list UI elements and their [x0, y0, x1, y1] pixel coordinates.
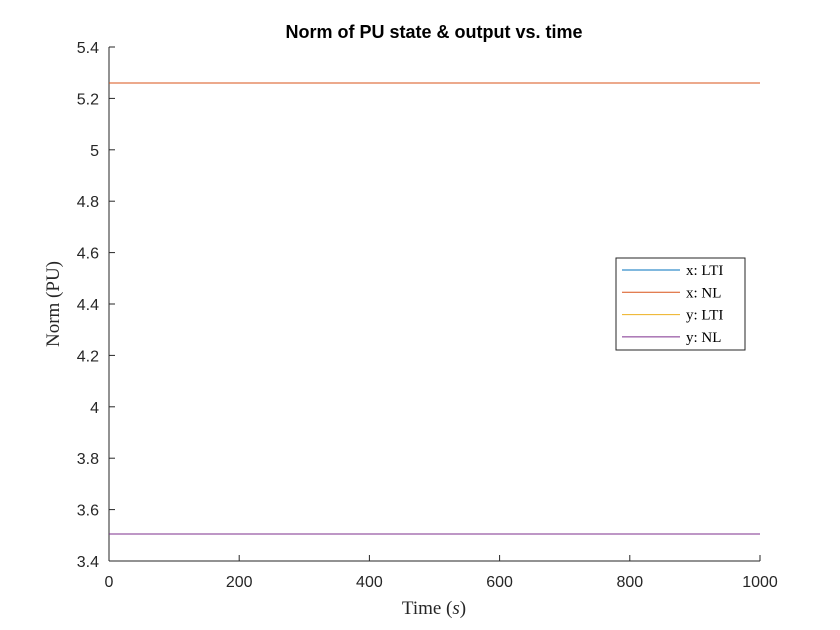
legend: x: LTI x: NL y: LTI y: NL — [615, 257, 746, 351]
y-tick-labels: 3.4 3.6 3.8 4 4.2 4.4 4.6 4.8 5 5.2 5.4 — [77, 40, 99, 571]
y-tick-label: 5.4 — [77, 40, 99, 57]
y-tick-label: 4 — [90, 400, 99, 417]
y-tick-label: 4.4 — [77, 297, 99, 314]
x-tick-label: 0 — [105, 574, 114, 591]
y-axis-label: Norm (PU) — [43, 261, 64, 347]
x-tick-label: 600 — [486, 574, 513, 591]
series-lines — [109, 82, 760, 535]
y-tick-label: 5.2 — [77, 91, 99, 108]
y-tick-label: 4.2 — [77, 348, 99, 365]
legend-entry: y: LTI — [686, 308, 723, 324]
x-tick-label: 400 — [356, 574, 383, 591]
y-tick-label: 4.6 — [77, 246, 99, 263]
y-tick-label: 4.8 — [77, 194, 99, 211]
x-tick-label: 200 — [226, 574, 253, 591]
x-tick-label: 1000 — [742, 574, 778, 591]
legend-entry: x: NL — [686, 285, 721, 301]
x-axis-label: Time (s) — [402, 598, 466, 619]
y-tick-label: 3.4 — [77, 554, 99, 571]
legend-box — [615, 257, 746, 351]
x-tick-label: 800 — [616, 574, 643, 591]
plot-axes — [108, 46, 761, 562]
y-tick-label: 3.6 — [77, 503, 99, 520]
chart-title: Norm of PU state & output vs. time — [285, 22, 582, 42]
y-tick-label: 5 — [90, 143, 99, 160]
legend-entry: y: NL — [686, 330, 721, 346]
y-tick-label: 3.8 — [77, 451, 99, 468]
x-tick-labels: 0 200 400 600 800 1000 — [105, 574, 778, 591]
legend-entry: x: LTI — [686, 263, 723, 279]
